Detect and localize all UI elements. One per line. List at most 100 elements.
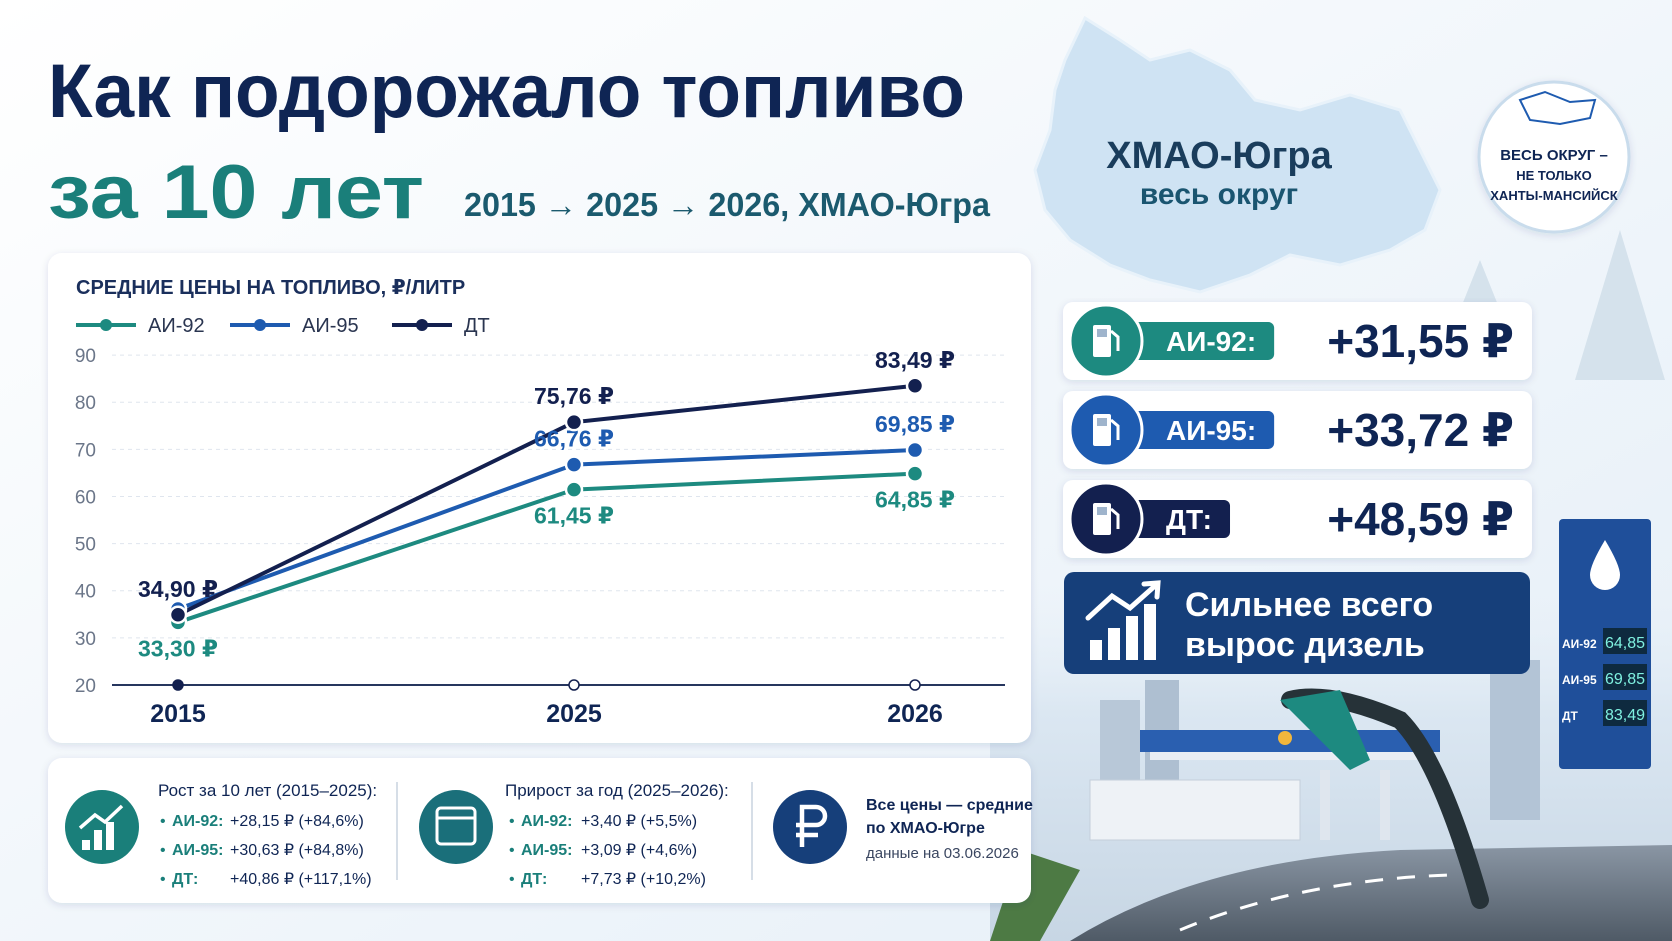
footer-fuel: ДТ:	[172, 871, 198, 888]
increase-card: АИ-95: +33,72 ₽	[1063, 391, 1532, 469]
bullet: •	[509, 871, 515, 888]
legend-label: ДТ	[464, 315, 490, 337]
pump	[1380, 770, 1390, 840]
data-point	[564, 480, 584, 499]
label-pill	[1110, 411, 1275, 449]
tree	[1575, 230, 1665, 380]
footer-icon-bar	[82, 840, 90, 850]
y-tick-label: 80	[75, 393, 96, 414]
footer-fuel: АИ-95:	[172, 842, 224, 859]
footer-fuel: АИ-92:	[521, 813, 573, 830]
pylon-fuel: АИ-95	[1562, 673, 1597, 687]
y-tick-label: 90	[75, 346, 96, 367]
nozzle	[1280, 690, 1370, 770]
note-date: данные на 03.06.2026	[866, 845, 1019, 862]
label-pill	[1110, 322, 1275, 360]
y-tick-label: 60	[75, 487, 96, 508]
y-tick-label: 20	[75, 676, 96, 697]
data-point	[564, 455, 584, 474]
ruble-sign	[796, 804, 828, 847]
pump	[1320, 770, 1330, 840]
highlight-line: Сильнее всего	[1185, 586, 1433, 624]
pump-icon-window	[1097, 418, 1107, 426]
x-axis-dot	[172, 679, 184, 691]
pylon-price: 83,49	[1605, 707, 1645, 724]
badge-line: ВЕСЬ ОКРУГ –	[1500, 147, 1608, 164]
highlight-line: вырос дизель	[1185, 626, 1425, 664]
station-canopy-edge	[1150, 752, 1430, 760]
y-tick-label: 50	[75, 535, 96, 556]
footer-value: +28,15 ₽ (+84,6%)	[230, 813, 364, 830]
highlight-box	[1064, 572, 1530, 674]
badge-line: НЕ ТОЛЬКО	[1516, 168, 1592, 183]
bullet: •	[509, 813, 515, 830]
road	[1070, 845, 1672, 941]
card-bg	[1063, 302, 1532, 380]
pump-icon-window	[1097, 329, 1107, 337]
increase-value: +31,55 ₽	[1327, 315, 1514, 367]
x-axis-dot	[909, 679, 921, 691]
badge	[1477, 80, 1631, 234]
title-line-2: за 10 лет	[48, 150, 424, 235]
legend-label: АИ-95	[302, 315, 359, 337]
bullet: •	[160, 871, 166, 888]
increase-label: АИ-95:	[1166, 415, 1256, 446]
data-point	[564, 412, 584, 432]
x-tick-label: 2026	[887, 700, 943, 728]
footer-value: +30,63 ₽ (+84,8%)	[230, 842, 364, 859]
region-map	[1033, 15, 1442, 294]
x-axis-dot	[568, 679, 580, 691]
footer-title: Рост за 10 лет (2015–2025):	[158, 781, 377, 800]
legend-label: АИ-92	[148, 315, 205, 337]
region-name: ХМАО-Югра	[1106, 135, 1332, 177]
pylon-fuel: АИ-92	[1562, 637, 1597, 651]
data-point	[168, 605, 188, 625]
data-label: 75,76 ₽	[534, 383, 614, 409]
chart-panel	[48, 253, 1031, 743]
pylon-fuel: ДТ	[1562, 709, 1579, 723]
y-tick-label: 30	[75, 629, 96, 650]
footer-fuel: АИ-92:	[172, 813, 224, 830]
increase-value: +48,59 ₽	[1327, 493, 1514, 545]
data-label: 69,85 ₽	[875, 411, 955, 437]
increase-value: +33,72 ₽	[1327, 404, 1514, 456]
footer-icon-bar	[94, 830, 102, 850]
highlight-icon-bar	[1108, 628, 1120, 660]
price-pylon: АИ-92 64,85 АИ-95 69,85 ДТ 83,49	[1559, 519, 1651, 769]
data-point	[905, 464, 925, 483]
region-scope: весь округ	[1140, 178, 1298, 211]
pump-icon-window	[1097, 507, 1107, 515]
legend-dot	[100, 319, 112, 331]
pylon-drop	[1590, 540, 1620, 590]
road-marking	[1179, 873, 1451, 932]
footer-title: Прирост за год (2025–2026):	[505, 781, 729, 800]
highlight-icon-bar	[1126, 616, 1138, 660]
bullet: •	[509, 842, 515, 859]
data-label: 64,85 ₽	[875, 487, 955, 513]
footer-icon	[65, 790, 139, 864]
calendar-icon	[435, 806, 477, 846]
legend-dot	[254, 319, 266, 331]
increase-card: ДТ: +48,59 ₽	[1063, 480, 1532, 558]
pylon-screen	[1603, 700, 1647, 726]
station-shop	[1089, 779, 1301, 841]
data-point	[905, 376, 925, 396]
pylon-rows: АИ-92 64,85 АИ-95 69,85 ДТ 83,49	[1562, 628, 1647, 726]
data-label: 61,45 ₽	[534, 503, 614, 529]
footer-fuel: АИ-95:	[521, 842, 573, 859]
pump-icon-hose	[1110, 329, 1120, 351]
note-line: Все цены — средние	[866, 797, 1033, 814]
pylon-screen	[1603, 664, 1647, 690]
footer-icon-arrow	[78, 804, 124, 830]
highlight-icon-bar	[1144, 604, 1156, 660]
title-line-1: Как подорожало топливо	[48, 49, 965, 134]
data-label: 34,90 ₽	[138, 576, 218, 602]
y-tick-label: 40	[75, 582, 96, 603]
pylon-screen	[1603, 628, 1647, 654]
data-point	[905, 440, 925, 460]
bullet: •	[160, 842, 166, 859]
building	[1490, 660, 1540, 820]
footer-fuel: ДТ:	[521, 871, 547, 888]
